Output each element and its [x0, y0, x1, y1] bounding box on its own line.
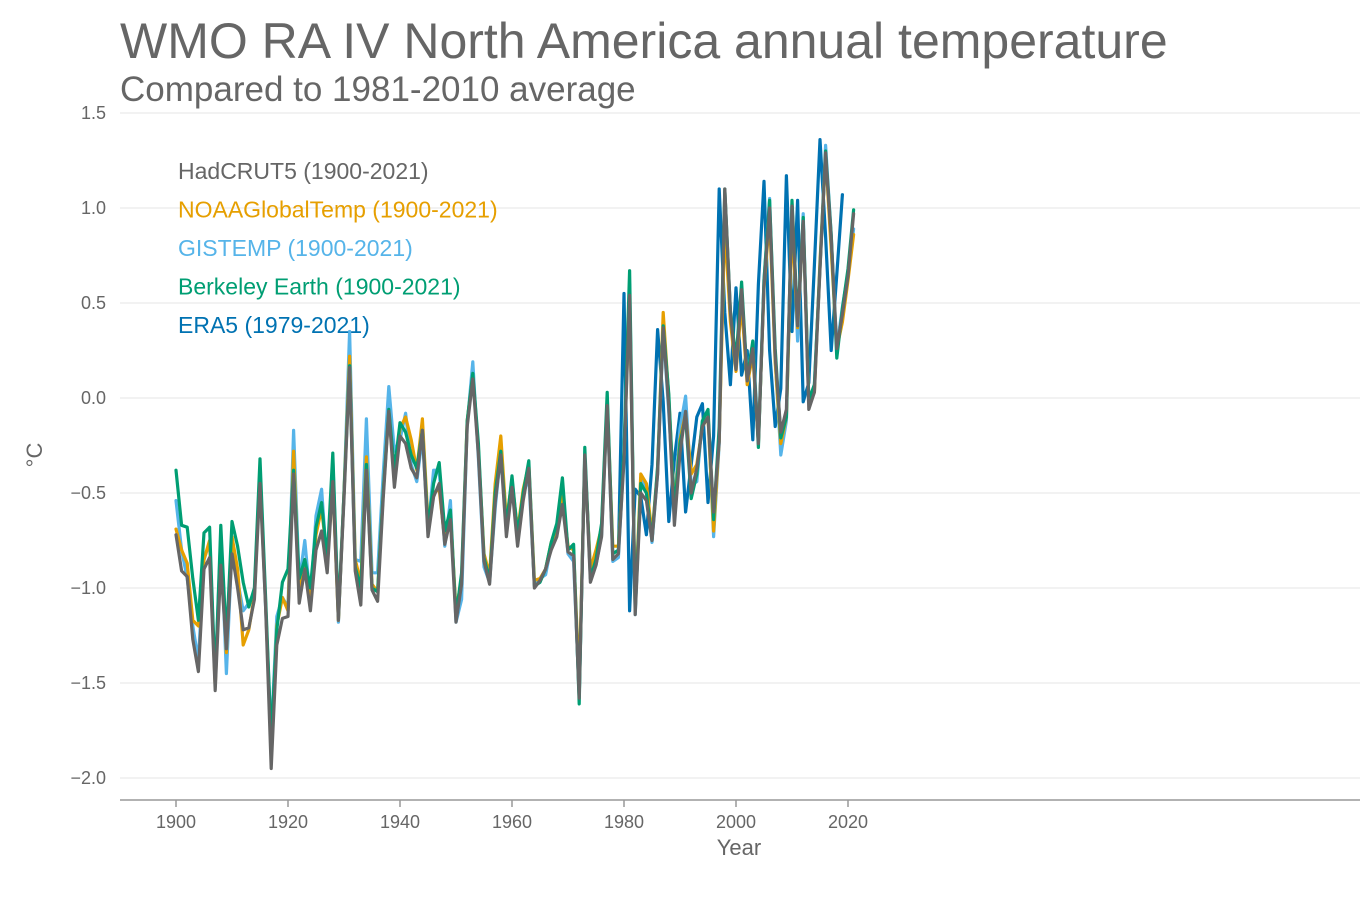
x-tick-label: 1940: [380, 812, 420, 832]
series-line-era5: [616, 138, 845, 613]
legend-entry: Berkeley Earth (1900-2021): [178, 274, 461, 300]
x-axis-ticks: 1900 1920 1940 1960 1980 2000 2020: [156, 800, 868, 832]
y-tick-label: 1.5: [81, 103, 106, 123]
y-axis-ticks: −2.0 −1.5 −1.0 −0.5 0.0 0.5 1.0 1.5: [70, 103, 106, 788]
data-series: [174, 138, 856, 771]
y-tick-label: 1.0: [81, 198, 106, 218]
x-tick-label: 2000: [716, 812, 756, 832]
x-tick-label: 1980: [604, 812, 644, 832]
x-tick-label: 1960: [492, 812, 532, 832]
legend-entry: HadCRUT5 (1900-2021): [178, 158, 429, 184]
legend-entry: ERA5 (1979-2021): [178, 312, 370, 338]
gridlines: [120, 112, 1360, 779]
y-tick-label: 0.0: [81, 388, 106, 408]
y-tick-label: −1.5: [70, 673, 106, 693]
x-tick-label: 2020: [828, 812, 868, 832]
y-tick-label: −2.0: [70, 768, 106, 788]
x-tick-label: 1920: [268, 812, 308, 832]
x-axis-label: Year: [717, 835, 761, 860]
y-axis-label: °C: [22, 443, 47, 468]
y-tick-label: −1.0: [70, 578, 106, 598]
chart-title: WMO RA IV North America annual temperatu…: [120, 13, 1168, 69]
y-tick-label: −0.5: [70, 483, 106, 503]
legend-entry: GISTEMP (1900-2021): [178, 235, 413, 261]
y-tick-label: 0.5: [81, 293, 106, 313]
legend-entry: NOAAGlobalTemp (1900-2021): [178, 197, 498, 223]
series-line-hadcrut5: [174, 151, 856, 771]
chart-subtitle: Compared to 1981-2010 average: [120, 70, 636, 109]
x-tick-label: 1900: [156, 812, 196, 832]
legend: HadCRUT5 (1900-2021) NOAAGlobalTemp (1900…: [178, 158, 498, 338]
